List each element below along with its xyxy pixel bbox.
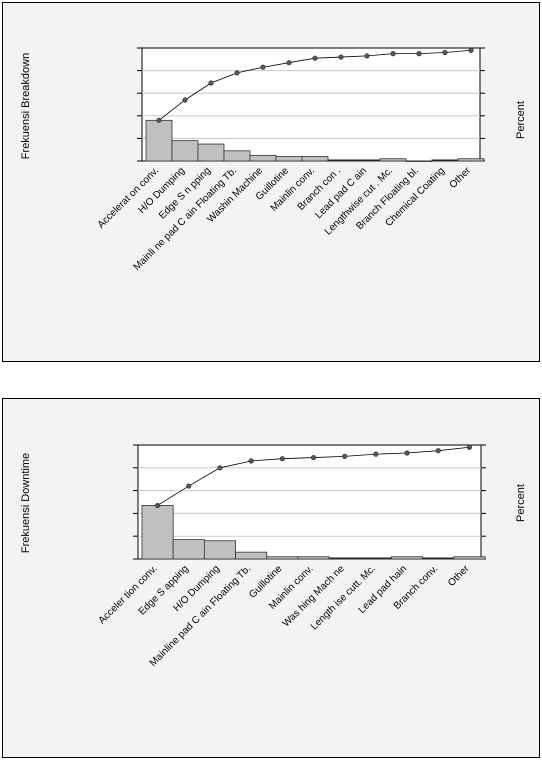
bar-2 xyxy=(172,539,205,560)
cumulative-point-10 xyxy=(435,448,441,454)
cumulative-point-3 xyxy=(208,80,214,86)
cumulative-point-8 xyxy=(373,451,379,457)
x-tick-label-11: Other xyxy=(446,563,472,589)
bar-7 xyxy=(301,156,329,162)
cumulative-point-11 xyxy=(466,444,473,450)
pareto-chart-downtime: Acceler tion conv. Edge S apping H/O Dumpi… xyxy=(2,398,540,758)
y2-axis-label: Percent xyxy=(515,101,527,139)
pareto-chart-breakdown: Accelerat on conv. H/O Dumping Edge S n pp… xyxy=(2,2,540,362)
bar-3 xyxy=(203,540,236,560)
cumulative-point-4 xyxy=(234,70,240,76)
bar-10 xyxy=(422,557,455,560)
cumulative-point-7 xyxy=(342,453,348,460)
bar-1 xyxy=(141,505,174,560)
y2-axis-label: Percent xyxy=(515,484,527,522)
cumulative-point-5 xyxy=(260,64,266,70)
cumulative-point-5 xyxy=(279,456,285,462)
cumulative-point-9 xyxy=(364,53,370,59)
y-axis-label: Frekuensi Breakdown xyxy=(20,53,32,159)
bar-7 xyxy=(328,557,361,560)
cumulative-point-12 xyxy=(442,49,448,56)
y-axis-label: Frekuensi Downtime xyxy=(20,453,32,553)
cumulative-point-6 xyxy=(286,60,292,66)
cumulative-point-11 xyxy=(416,51,422,57)
x-tick-label-13: Other xyxy=(448,165,474,191)
cumulative-point-8 xyxy=(338,54,344,60)
bar-11 xyxy=(453,556,486,560)
bar-8 xyxy=(327,159,355,162)
cumulative-point-2 xyxy=(182,97,188,103)
cumulative-point-2 xyxy=(186,483,192,489)
bar-11 xyxy=(405,160,433,162)
cumulative-point-1 xyxy=(156,117,162,123)
bar-13 xyxy=(457,158,485,162)
bar-8 xyxy=(359,557,392,560)
bar-6 xyxy=(275,156,303,162)
bar-9 xyxy=(353,159,381,162)
bar-4 xyxy=(223,150,251,162)
cumulative-point-4 xyxy=(248,458,254,464)
bar-2 xyxy=(171,140,199,162)
bar-1 xyxy=(145,119,173,162)
cumulative-point-1 xyxy=(154,502,161,509)
bar-3 xyxy=(197,143,225,162)
cumulative-point-6 xyxy=(310,454,317,461)
cumulative-point-13 xyxy=(468,47,474,53)
bar-4 xyxy=(235,551,268,560)
bar-6 xyxy=(297,556,330,560)
bar-9 xyxy=(391,556,424,560)
bar-12 xyxy=(431,159,459,162)
bar-5 xyxy=(249,154,277,162)
cumulative-point-3 xyxy=(217,465,223,471)
bar-5 xyxy=(266,556,299,560)
cumulative-point-10 xyxy=(390,51,396,57)
cumulative-point-7 xyxy=(312,55,318,61)
bar-10 xyxy=(379,158,407,162)
cumulative-point-9 xyxy=(404,450,410,456)
